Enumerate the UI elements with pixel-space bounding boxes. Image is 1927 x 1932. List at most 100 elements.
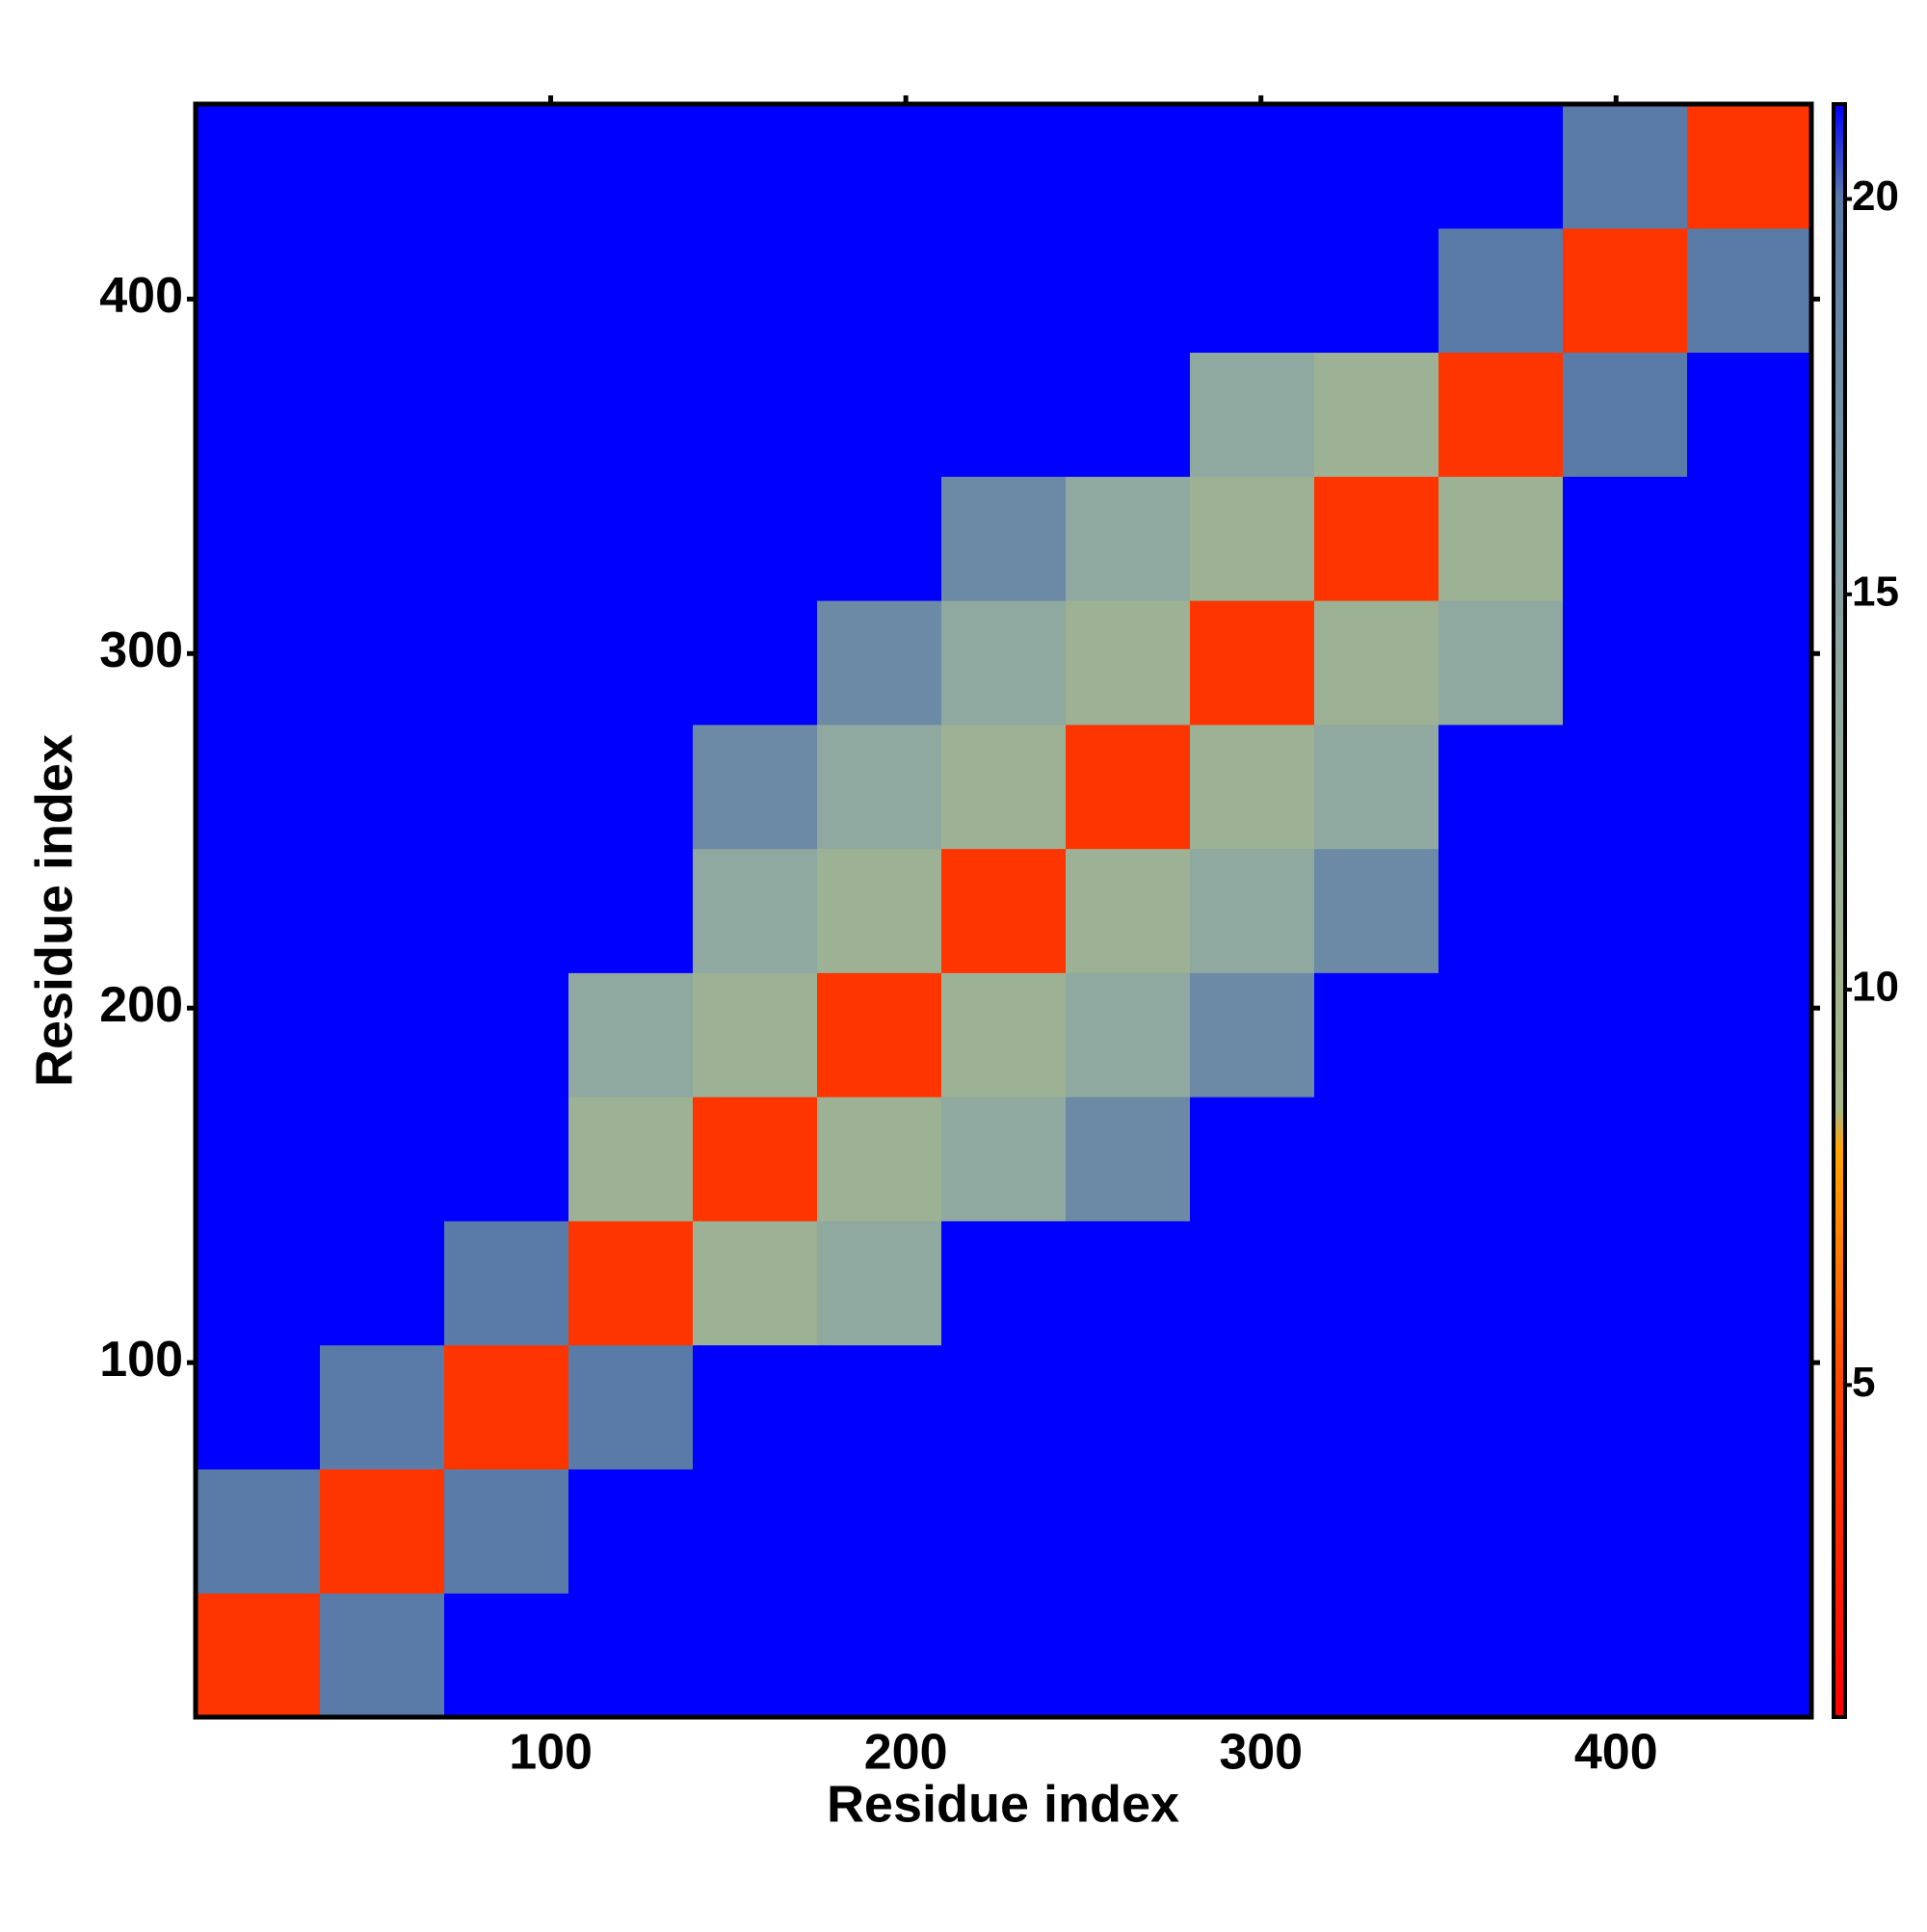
y-tick-label: 300 [99, 622, 183, 678]
heatmap-cell [1314, 1097, 1439, 1222]
heatmap-cell [444, 227, 569, 354]
heatmap-cell [941, 1097, 1067, 1222]
heatmap-cell [320, 1344, 445, 1469]
heatmap-cell [1066, 972, 1191, 1098]
heatmap-cell [1687, 476, 1812, 601]
heatmap-cell [320, 848, 445, 973]
heatmap-cell [444, 1593, 569, 1718]
colorbar-tick-label: 15 [1852, 568, 1899, 615]
heatmap-cell [568, 972, 694, 1098]
y-axis-label: Residue index [25, 734, 83, 1087]
heatmap-cell [1314, 724, 1439, 850]
plot-frame [193, 101, 1814, 1720]
heatmap-cell [1314, 476, 1439, 601]
x-tick-label: 100 [509, 1725, 593, 1781]
heatmap-cell [1314, 352, 1439, 477]
heatmap-cell [941, 1344, 1067, 1469]
heatmap-cell [1066, 1469, 1191, 1594]
heatmap-cell [1066, 104, 1191, 229]
heatmap-cell [196, 1469, 321, 1594]
heatmap-cell [196, 724, 321, 850]
heatmap-cell [320, 352, 445, 477]
heatmap-cell [817, 1593, 942, 1718]
heatmap-cell [1563, 848, 1688, 973]
colorbar-tick-label: 5 [1852, 1359, 1875, 1406]
heatmap-cell [941, 600, 1067, 726]
heatmap-cell [1563, 1593, 1688, 1718]
heatmap-cell [1563, 724, 1688, 850]
heatmap-cell [941, 476, 1067, 601]
heatmap-cell [1314, 600, 1439, 726]
heatmap-cell [196, 972, 321, 1098]
heatmap-cell [1066, 1220, 1191, 1346]
heatmap-cell [1190, 1097, 1315, 1222]
heatmap-cell [941, 1469, 1067, 1594]
heatmap-cell [196, 600, 321, 726]
heatmap-cell [941, 1220, 1067, 1346]
y-tick-label: 400 [99, 268, 183, 324]
heatmap-cell [568, 1593, 694, 1718]
heatmap-cell [1439, 1097, 1564, 1222]
heatmap-cell [1190, 352, 1315, 477]
heatmap-cell [196, 104, 321, 229]
heatmap-cell [1687, 724, 1812, 850]
heatmap-cell [817, 1097, 942, 1222]
heatmap-cell [817, 1220, 942, 1346]
heatmap-cell [1314, 1220, 1439, 1346]
heatmap-cell [817, 848, 942, 973]
heatmap-cell [1314, 1344, 1439, 1469]
heatmap-cell [444, 1469, 569, 1594]
heatmap-cell [941, 848, 1067, 973]
heatmap-cell [444, 600, 569, 726]
heatmap-cell [817, 972, 942, 1098]
heatmap-cell [320, 972, 445, 1098]
heatmap-cell [1314, 1593, 1439, 1718]
heatmap-cell [693, 1593, 818, 1718]
heatmap-cell [1190, 104, 1315, 229]
heatmap-cell [817, 1344, 942, 1469]
y-tick-label: 100 [99, 1332, 183, 1388]
heatmap-cell [1066, 724, 1191, 850]
heatmap-cell [568, 476, 694, 601]
heatmap-cell [1314, 104, 1439, 229]
heatmap-cell [320, 1220, 445, 1346]
heatmap-cell [1439, 227, 1564, 354]
heatmap-cell [1190, 972, 1315, 1098]
heatmap-cell [1439, 1220, 1564, 1346]
heatmap-cell [320, 1469, 445, 1594]
heatmap-cell [1190, 1593, 1315, 1718]
heatmap-cell [1066, 1344, 1191, 1469]
heatmap-cell [941, 724, 1067, 850]
colorbar [1832, 102, 1847, 1719]
heatmap-cell [1563, 1469, 1688, 1594]
heatmap-cell [1563, 972, 1688, 1098]
heatmap-cell [1190, 848, 1315, 973]
heatmap-cell [1687, 848, 1812, 973]
heatmap-cell [444, 1220, 569, 1346]
heatmap-cell [1563, 104, 1688, 229]
heatmap-cell [693, 476, 818, 601]
heatmap-cell [1563, 1344, 1688, 1469]
heatmap-cell [320, 1097, 445, 1222]
heatmap-cell [1066, 227, 1191, 354]
heatmap-cell [444, 476, 569, 601]
heatmap-cell [1314, 227, 1439, 354]
heatmap-cell [1190, 476, 1315, 601]
heatmap-cell [941, 352, 1067, 477]
heatmap-cell [693, 1344, 818, 1469]
heatmap-cell [1190, 724, 1315, 850]
heatmap-cell [444, 972, 569, 1098]
heatmap-cell [1687, 1097, 1812, 1222]
heatmap-cell [817, 104, 942, 229]
heatmap-cell [1687, 1593, 1812, 1718]
heatmap-cell [693, 352, 818, 477]
heatmap-cell [693, 848, 818, 973]
heatmap-cell [196, 1344, 321, 1469]
heatmap-cell [320, 1593, 445, 1718]
heatmap-cell [196, 1220, 321, 1346]
heatmap-cell [1439, 104, 1564, 229]
heatmap-cell [196, 352, 321, 477]
colorbar-tick-label: 10 [1852, 964, 1899, 1011]
heatmap-cell [568, 104, 694, 229]
